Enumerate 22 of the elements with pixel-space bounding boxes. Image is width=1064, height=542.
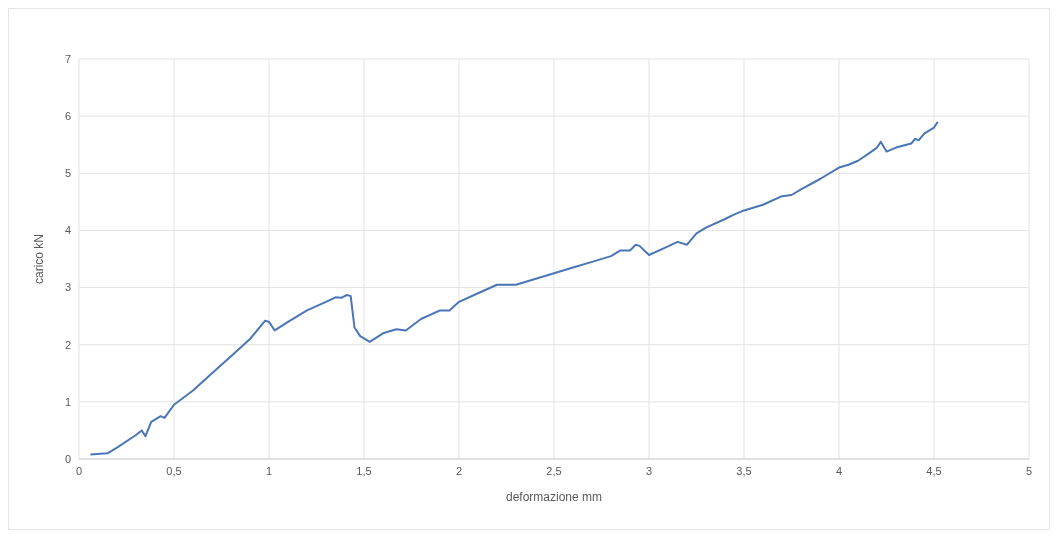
y-tick-label: 7 [64,52,71,65]
x-tick-label: 4,5 [926,464,942,477]
y-tick-label: 0 [64,452,71,465]
x-tick-label: 0 [75,464,83,477]
y-tick-label: 6 [64,110,71,123]
y-tick-label: 3 [64,281,71,294]
y-tick-label: 5 [64,167,71,180]
y-axis-title: carico kN [32,233,47,285]
x-tick-label: 1,5 [356,464,372,477]
x-tick-label: 3,5 [736,464,752,477]
line-series [89,120,939,456]
y-tick-label: 4 [64,224,71,237]
x-tick-label: 3 [645,464,653,477]
y-tick-label: 1 [64,395,71,408]
x-axis-title: deformazione mm [505,490,603,504]
x-tick-label: 5 [1025,464,1033,477]
x-tick-label: 2 [455,464,463,477]
y-tick-label: 2 [64,338,71,351]
x-tick-label: 1 [265,464,273,477]
x-tick-label: 2,5 [546,464,562,477]
x-tick-label: 0,5 [166,464,182,477]
x-tick-label: 4 [835,464,843,477]
